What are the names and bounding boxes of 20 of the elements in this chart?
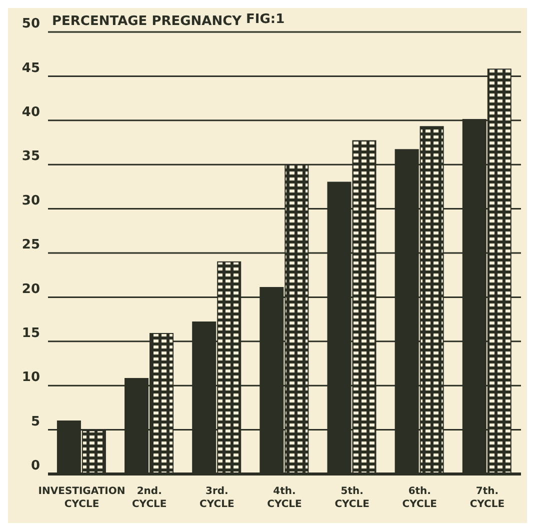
y-tick-label: 45 <box>22 60 40 76</box>
y-tick-label: 0 <box>30 458 40 474</box>
x-tick-label: 4th. CYCLE <box>267 486 302 510</box>
y-tick-label: 5 <box>30 414 40 430</box>
x-tick-label: 7th. CYCLE <box>470 486 505 510</box>
y-tick-label: 15 <box>22 326 40 342</box>
y-tick-label: 25 <box>22 238 40 253</box>
x-tick-label: 6th. CYCLE <box>402 486 438 510</box>
y-tick-label: 35 <box>22 149 40 164</box>
y-tick-label: 20 <box>22 282 40 297</box>
y-tick-label: 40 <box>22 105 40 120</box>
y-axis-title: PERCENTAGE PREGNANCY <box>52 14 242 29</box>
y-tick-label: 10 <box>22 370 40 386</box>
y-tick-label: 50 <box>22 16 40 32</box>
x-tick-label: 5th. CYCLE <box>334 486 370 510</box>
x-tick-label: 2nd. CYCLE <box>132 486 167 510</box>
y-tick-label: 30 <box>22 193 40 208</box>
x-tick-label: INVESTIGATION CYCLE <box>38 486 126 510</box>
text: FIG:1 <box>246 12 285 27</box>
x-tick-label: 3rd. CYCLE <box>200 486 234 510</box>
